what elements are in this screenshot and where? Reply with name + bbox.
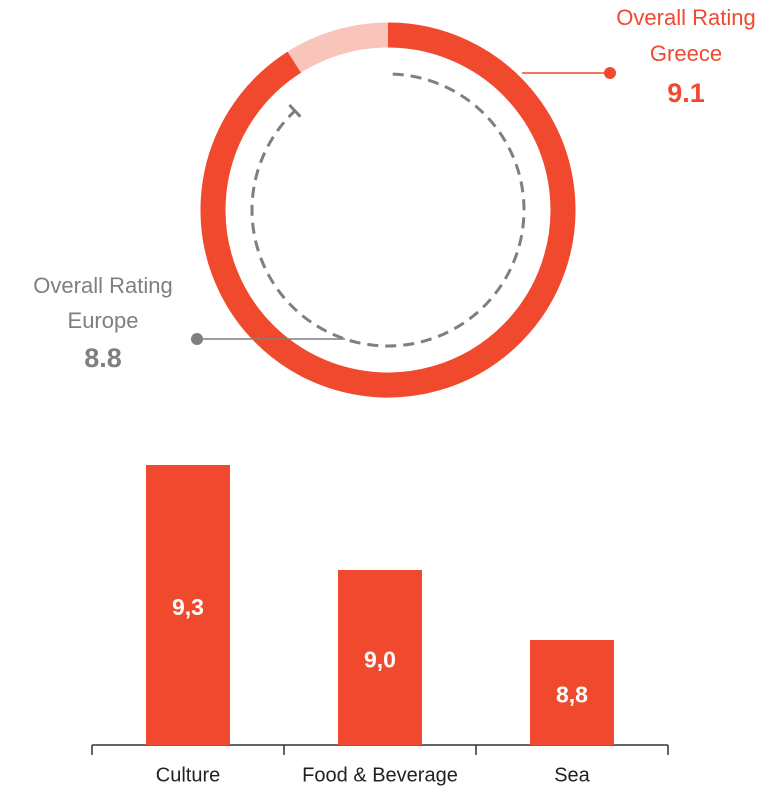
- series-value: 9.1: [667, 78, 705, 108]
- series-name: Overall Rating: [616, 5, 755, 30]
- bar-value-label: 9,3: [172, 594, 204, 620]
- bar-value-label: 9,0: [364, 647, 396, 673]
- series-name: Overall Rating: [33, 273, 172, 298]
- x-tick-label: Sea: [554, 764, 590, 786]
- benchmark-arc: [250, 72, 526, 348]
- leader-dot: [191, 333, 203, 345]
- x-tick-label: Food & Beverage: [302, 764, 458, 786]
- bar: [530, 640, 614, 745]
- series-label: Europe: [68, 308, 139, 333]
- benchmark-end-tick: [288, 104, 302, 118]
- series-label: Greece: [650, 41, 722, 66]
- gauge-arc: [200, 22, 576, 398]
- x-tick-label: Culture: [156, 764, 220, 786]
- bar-value-label: 8,8: [556, 682, 588, 708]
- bar: [338, 570, 422, 745]
- bar: [146, 465, 230, 745]
- leader-dot: [604, 67, 616, 79]
- series-value: 8.8: [84, 343, 122, 373]
